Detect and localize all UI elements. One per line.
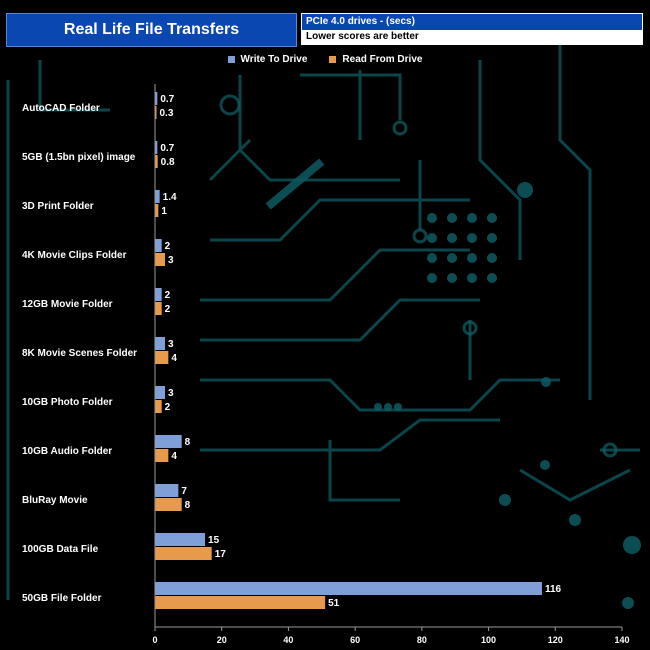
data-label-read: 4 bbox=[171, 451, 177, 462]
legend-label-read: Read From Drive bbox=[342, 54, 423, 65]
data-label-write: 1.4 bbox=[163, 192, 177, 203]
data-label-read: 2 bbox=[165, 402, 171, 413]
category-label: 100GB Data File bbox=[22, 544, 99, 555]
category-label: 8K Movie Scenes Folder bbox=[22, 348, 137, 359]
chart-legend: Write To Drive Read From Drive bbox=[0, 54, 650, 65]
bar-write bbox=[155, 337, 166, 350]
bar-read bbox=[155, 302, 162, 315]
data-label-write: 0.7 bbox=[160, 143, 174, 154]
data-label-read: 3 bbox=[168, 255, 174, 266]
data-label-read: 1 bbox=[161, 206, 167, 217]
x-tick-label: 120 bbox=[548, 635, 563, 645]
data-label-write: 116 bbox=[545, 584, 562, 595]
legend-swatch-read bbox=[329, 56, 337, 63]
bar-read bbox=[155, 106, 157, 119]
x-tick-label: 140 bbox=[614, 635, 629, 645]
category-label: BluRay Movie bbox=[22, 495, 88, 506]
bar-read bbox=[155, 596, 326, 609]
category-label: 3D Print Folder bbox=[22, 201, 94, 212]
data-label-write: 7 bbox=[181, 486, 187, 497]
data-label-read: 0.3 bbox=[160, 108, 174, 119]
bar-write bbox=[155, 92, 158, 105]
x-tick-label: 60 bbox=[350, 635, 360, 645]
category-label: 4K Movie Clips Folder bbox=[22, 250, 127, 261]
chart-title: Real Life File Transfers bbox=[6, 13, 297, 47]
bar-write bbox=[155, 582, 542, 595]
bar-write bbox=[155, 239, 162, 252]
data-label-read: 4 bbox=[171, 353, 177, 364]
legend-item-write: Write To Drive bbox=[227, 54, 308, 65]
bar-write bbox=[155, 386, 166, 399]
data-label-read: 8 bbox=[185, 500, 191, 511]
bar-read bbox=[155, 498, 182, 511]
bar-write bbox=[155, 288, 162, 301]
bar-read bbox=[155, 204, 159, 217]
category-label: 50GB File Folder bbox=[22, 593, 102, 604]
bar-read bbox=[155, 253, 166, 266]
bar-read bbox=[155, 400, 162, 413]
data-label-read: 2 bbox=[165, 304, 171, 315]
data-label-write: 3 bbox=[168, 388, 174, 399]
chart-subtitle: PCIe 4.0 drives - (secs) bbox=[302, 14, 642, 30]
data-label-write: 2 bbox=[165, 241, 171, 252]
data-label-write: 8 bbox=[185, 437, 191, 448]
data-label-write: 3 bbox=[168, 339, 174, 350]
data-label-read: 51 bbox=[328, 598, 340, 609]
data-label-write: 15 bbox=[208, 535, 220, 546]
bar-write bbox=[155, 190, 160, 203]
legend-item-read: Read From Drive bbox=[329, 54, 422, 65]
category-label: 12GB Movie Folder bbox=[22, 299, 113, 310]
legend-label-write: Write To Drive bbox=[240, 54, 308, 65]
x-tick-label: 80 bbox=[417, 635, 427, 645]
bar-read bbox=[155, 155, 158, 168]
x-tick-label: 100 bbox=[481, 635, 496, 645]
category-label: 5GB (1.5bn pixel) image bbox=[22, 152, 136, 163]
bar-read bbox=[155, 351, 169, 364]
bar-write bbox=[155, 533, 206, 546]
category-label: AutoCAD Folder bbox=[22, 103, 100, 114]
data-label-write: 0.7 bbox=[160, 94, 174, 105]
data-label-write: 2 bbox=[165, 290, 171, 301]
category-label: 10GB Audio Folder bbox=[22, 446, 112, 457]
category-label: 10GB Photo Folder bbox=[22, 397, 113, 408]
x-tick-label: 20 bbox=[217, 635, 227, 645]
chart-note: Lower scores are better bbox=[302, 30, 642, 44]
bar-read bbox=[155, 547, 212, 560]
x-tick-label: 40 bbox=[283, 635, 293, 645]
subtitle-box: PCIe 4.0 drives - (secs) Lower scores ar… bbox=[301, 13, 643, 45]
bar-read bbox=[155, 449, 169, 462]
bar-write bbox=[155, 435, 182, 448]
data-label-read: 17 bbox=[215, 549, 227, 560]
bar-write bbox=[155, 484, 179, 497]
data-label-read: 0.8 bbox=[161, 157, 175, 168]
bar-write bbox=[155, 141, 158, 154]
x-tick-label: 0 bbox=[152, 635, 157, 645]
legend-swatch-write bbox=[227, 56, 235, 63]
